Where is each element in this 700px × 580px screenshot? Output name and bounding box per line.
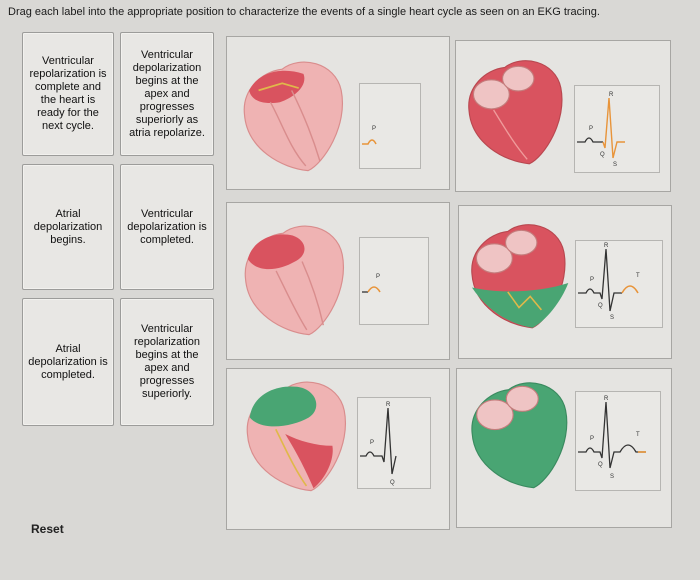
ekg-label-p: P bbox=[376, 274, 380, 280]
ekg-label-r: R bbox=[386, 402, 391, 408]
ekg-panel: P Q R S bbox=[574, 85, 660, 173]
ekg-trace: P R Q bbox=[360, 402, 397, 486]
ekg-label-q: Q bbox=[598, 303, 603, 309]
ekg-label-r: R bbox=[604, 396, 609, 402]
heart-illustration bbox=[244, 225, 344, 336]
label-card-ventricular-depolarization-begins[interactable]: Ventricular depolarization begins at the… bbox=[120, 32, 214, 156]
label-card-ventricular-depolarization-completed[interactable]: Ventricular depolarization is completed. bbox=[120, 164, 214, 290]
instructions: Drag each label into the appropriate pos… bbox=[8, 6, 600, 18]
ekg-panel: P bbox=[359, 237, 429, 325]
ekg-label-p: P bbox=[372, 126, 376, 132]
ekg-label-p: P bbox=[590, 436, 594, 442]
reset-button[interactable]: Reset bbox=[31, 522, 64, 536]
drop-zone-1[interactable]: P bbox=[226, 36, 450, 190]
drop-zone-5[interactable]: P R Q bbox=[226, 368, 450, 530]
ekg-trace: P bbox=[362, 126, 377, 145]
label-card-ventricular-repolarization-begins[interactable]: Ventricular repolarization begins at the… bbox=[120, 298, 214, 426]
ekg-panel: P R Q bbox=[357, 397, 431, 489]
ekg-label-p: P bbox=[589, 126, 593, 132]
heart-illustration bbox=[471, 224, 569, 329]
ekg-label-s: S bbox=[610, 474, 614, 480]
ekg-label-t: T bbox=[636, 432, 640, 438]
label-card-atrial-depolarization-completed[interactable]: Atrial depolarization is completed. bbox=[22, 298, 114, 426]
heart-illustration bbox=[468, 60, 563, 165]
ekg-label-p: P bbox=[370, 440, 374, 446]
ekg-panel: P Q R S T bbox=[575, 391, 661, 491]
ekg-label-q: Q bbox=[598, 462, 603, 468]
ekg-label-s: S bbox=[610, 315, 614, 321]
ekg-panel: P Q R S T bbox=[575, 240, 663, 328]
heart-illustration bbox=[243, 61, 343, 172]
label-text: Atrial depolarization is completed. bbox=[28, 342, 108, 381]
label-text: Ventricular repolarization is complete a… bbox=[29, 55, 107, 132]
drop-zone-6[interactable]: P Q R S T bbox=[456, 368, 672, 528]
label-card-ventricular-repolarization-complete[interactable]: Ventricular repolarization is complete a… bbox=[22, 32, 114, 156]
ekg-label-r: R bbox=[609, 92, 614, 98]
drop-zone-2[interactable]: P Q R S bbox=[455, 40, 671, 192]
heart-illustration bbox=[246, 381, 346, 492]
ekg-trace: P Q R S T bbox=[578, 243, 640, 321]
label-text: Atrial depolarization begins. bbox=[33, 207, 103, 246]
label-card-atrial-depolarization-begins[interactable]: Atrial depolarization begins. bbox=[22, 164, 114, 290]
drop-zone-4[interactable]: P Q R S T bbox=[458, 205, 672, 359]
heart-illustration bbox=[471, 382, 568, 489]
ekg-trace: P Q R S bbox=[577, 92, 625, 168]
ekg-label-s: S bbox=[613, 162, 617, 168]
ekg-trace: P bbox=[362, 274, 381, 293]
ekg-label-p: P bbox=[590, 277, 594, 283]
ekg-label-q: Q bbox=[600, 152, 605, 158]
ekg-label-t: T bbox=[636, 273, 640, 279]
label-text: Ventricular depolarization begins at the… bbox=[129, 48, 205, 139]
ekg-label-r: R bbox=[604, 243, 609, 249]
ekg-panel: P bbox=[359, 83, 421, 169]
label-text: Ventricular repolarization begins at the… bbox=[133, 323, 201, 400]
ekg-label-q: Q bbox=[390, 480, 395, 486]
ekg-trace: P Q R S T bbox=[578, 396, 646, 480]
label-text: Ventricular depolarization is completed. bbox=[127, 207, 207, 246]
drop-zone-3[interactable]: P bbox=[226, 202, 450, 360]
